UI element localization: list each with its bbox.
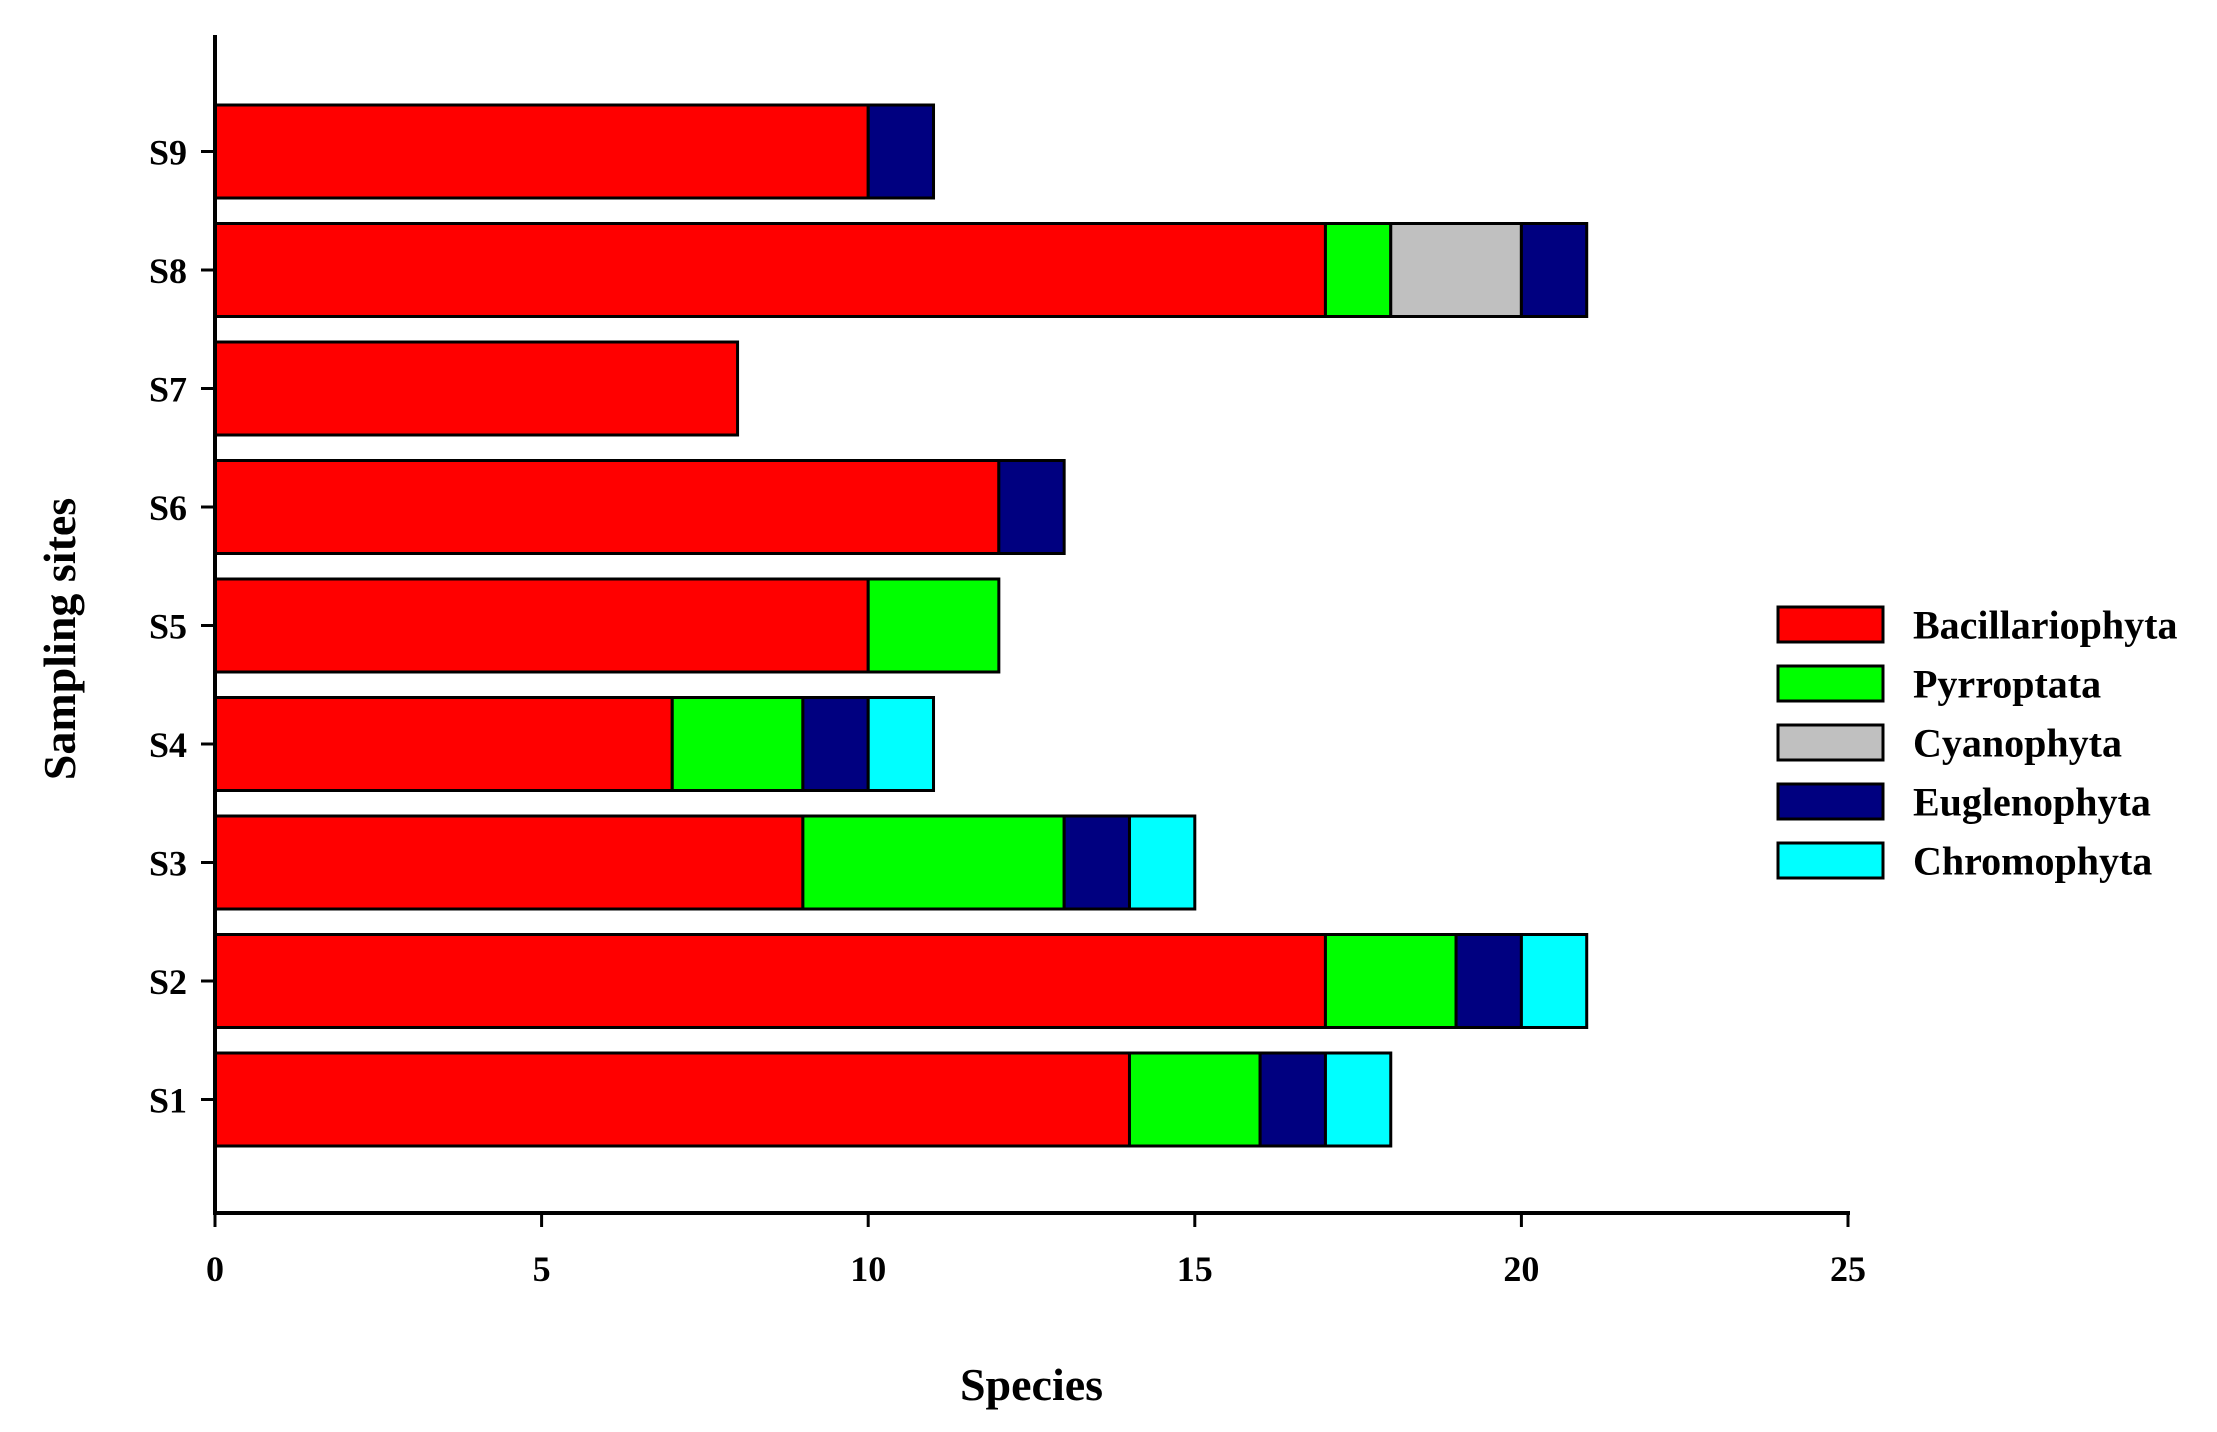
bar-segment-s2-euglenophyta: [1454, 933, 1523, 1029]
legend-swatch-bacillariophyta: [1776, 605, 1885, 644]
bar-segment-s4-bacillariophyta: [213, 696, 674, 792]
bar-segment-s6-euglenophyta: [997, 459, 1066, 555]
legend: Bacillariophyta Pyrroptata Cyanophyta Eugle…: [1776, 603, 2177, 884]
bar-segment-s5-pyrroptata: [866, 577, 1001, 674]
bar-segment-s4-chromophyta: [866, 696, 936, 792]
bar-segment-s1-chromophyta: [1323, 1051, 1393, 1148]
bar-segment-s3-euglenophyta: [1062, 814, 1131, 911]
x-axis-title: Species: [960, 1359, 1103, 1410]
y-tick-label-s2: S2: [149, 962, 187, 1002]
bar-segment-s4-euglenophyta: [801, 696, 870, 792]
bar-segment-s8-cyanophyta: [1389, 222, 1523, 318]
x-tick-label-15: 15: [1177, 1249, 1213, 1289]
legend-label-euglenophyta: Euglenophyta: [1913, 780, 2151, 825]
bar-segment-s2-bacillariophyta: [213, 933, 1327, 1029]
bar-segment-s3-bacillariophyta: [213, 814, 805, 911]
bar-segment-s5-bacillariophyta: [213, 577, 870, 674]
y-axis-title: Sampling sites: [34, 498, 85, 780]
y-tick-label-s7: S7: [149, 370, 187, 410]
y-tick-label-s8: S8: [149, 251, 187, 291]
legend-swatch-chromophyta: [1776, 841, 1885, 880]
legend-label-bacillariophyta: Bacillariophyta: [1913, 603, 2177, 648]
bar-segment-s8-pyrroptata: [1323, 222, 1393, 318]
legend-swatch-cyanophyta: [1776, 723, 1885, 762]
bar-segment-s4-pyrroptata: [670, 696, 805, 792]
bar-segment-s9-euglenophyta: [866, 103, 936, 200]
bar-segment-s6-bacillariophyta: [213, 459, 1001, 555]
bar-segment-s3-pyrroptata: [801, 814, 1066, 911]
x-tick-label-5: 5: [533, 1249, 551, 1289]
bar-segment-s8-euglenophyta: [1519, 222, 1589, 318]
bar-segment-s2-chromophyta: [1519, 933, 1589, 1029]
bars-layer: [213, 103, 1589, 1148]
x-tick-label-0: 0: [206, 1249, 224, 1289]
bar-segment-s1-pyrroptata: [1127, 1051, 1262, 1148]
legend-swatch-euglenophyta: [1776, 782, 1885, 821]
bar-segment-s8-bacillariophyta: [213, 222, 1327, 318]
y-tick-label-s1: S1: [149, 1081, 187, 1121]
y-ticks: S1 S2 S3 S4 S5 S6 S7 S8 S9: [149, 133, 215, 1121]
x-tick-label-25: 25: [1830, 1249, 1866, 1289]
legend-label-cyanophyta: Cyanophyta: [1913, 721, 2122, 766]
bar-segment-s3-chromophyta: [1127, 814, 1197, 911]
x-tick-label-10: 10: [850, 1249, 886, 1289]
bar-segment-s1-euglenophyta: [1258, 1051, 1327, 1148]
bar-segment-s7-bacillariophyta: [213, 340, 740, 437]
x-ticks: 0 5 10 15 20 25: [206, 1213, 1866, 1289]
legend-swatch-pyrroptata: [1776, 664, 1885, 703]
x-tick-label-20: 20: [1503, 1249, 1539, 1289]
legend-label-pyrroptata: Pyrroptata: [1913, 662, 2101, 707]
bar-segment-s2-pyrroptata: [1323, 933, 1458, 1029]
y-tick-label-s6: S6: [149, 488, 187, 528]
y-tick-label-s4: S4: [149, 725, 187, 765]
bar-segment-s1-bacillariophyta: [213, 1051, 1131, 1148]
legend-label-chromophyta: Chromophyta: [1913, 839, 2152, 884]
y-tick-label-s3: S3: [149, 844, 187, 884]
y-tick-label-s9: S9: [149, 133, 187, 173]
bar-segment-s9-bacillariophyta: [213, 103, 870, 200]
y-tick-label-s5: S5: [149, 607, 187, 647]
